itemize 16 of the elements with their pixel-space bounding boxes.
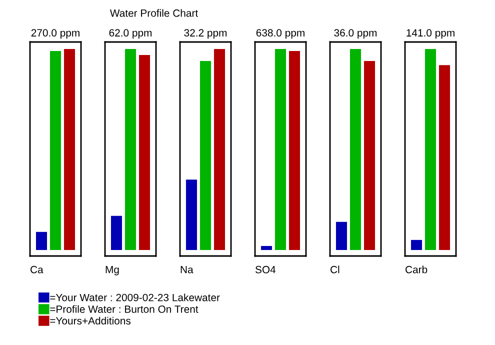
chart-subtitle: 32.2 ppm [184,29,227,39]
x-axis-title: SO4 [255,266,276,274]
chart-subtitle: 270.0 ppm [31,29,80,39]
x-axis-title: Ca [30,266,44,274]
x-axis-title: Cl [330,266,340,274]
legend-label: =Yours+Additions [50,316,131,325]
chart-title: Water Profile Chart [110,9,198,17]
chart-subtitle: 36.0 ppm [334,29,377,39]
chart-subtitle: 141.0 ppm [406,29,454,39]
x-axis-title: Na [180,266,194,274]
x-axis-title: Carb [406,266,428,274]
legend-label: =Profile Water : Burton On Trent [50,305,198,313]
chart-subtitle: 62.0 ppm [109,29,152,39]
x-axis-title: Mg [106,266,119,276]
legend-label: =Your Water : 2009-02-23 Lakewater [50,294,220,302]
chart-subtitle: 638.0 ppm [256,29,304,39]
